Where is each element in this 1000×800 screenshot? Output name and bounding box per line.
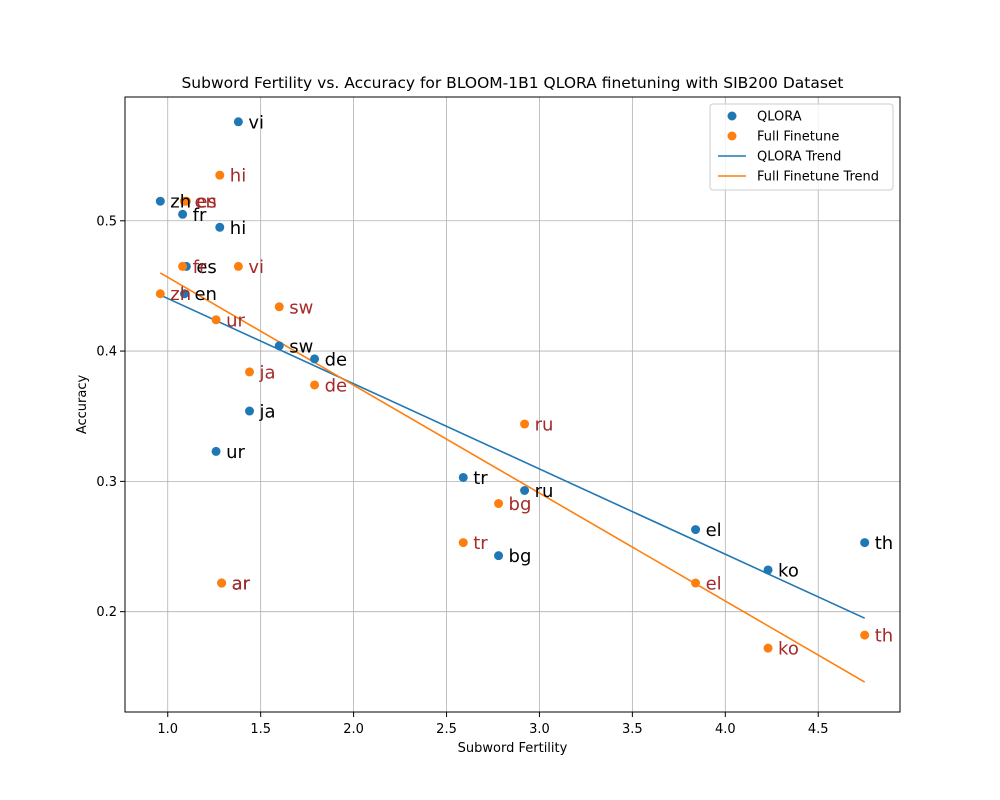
- x-tick-label: 1.5: [250, 722, 271, 737]
- point-label-1: bg: [509, 494, 532, 515]
- x-axis-title: Subword Fertility: [458, 741, 568, 756]
- data-point-0: [860, 538, 870, 548]
- point-label-1: sw: [289, 297, 313, 318]
- legend: QLORA Full Finetune QLORA Trend Full Finetu…: [709, 103, 894, 191]
- data-point-0: [310, 354, 320, 364]
- data-point-1: [155, 289, 165, 299]
- point-label-1: ar: [232, 574, 251, 595]
- data-point-1: [691, 578, 701, 588]
- point-label-1: de: [325, 375, 348, 396]
- data-point-1: [310, 380, 320, 390]
- legend-label-2: QLORA Trend: [757, 150, 841, 165]
- x-tick-label: 4.0: [715, 722, 736, 737]
- y-tick-label: 0.3: [96, 475, 117, 490]
- data-point-0: [691, 525, 701, 535]
- legend-marker-0: [727, 111, 737, 121]
- data-point-1: [233, 261, 243, 271]
- point-label-0: sw: [289, 336, 313, 357]
- chart-title: Subword Fertility vs. Accuracy for BLOOM…: [181, 74, 843, 92]
- data-point-1: [245, 367, 255, 377]
- data-point-0: [179, 289, 189, 299]
- data-point-1: [458, 538, 468, 548]
- point-label-0: vi: [248, 112, 264, 133]
- legend-label-3: Full Finetune Trend: [757, 170, 879, 185]
- x-tick-label: 3.0: [529, 722, 550, 737]
- point-label-1: fr: [193, 257, 207, 278]
- point-labels: vizhfrhiesenswdejaurtrrubgelkotharhienes…: [170, 112, 893, 659]
- data-point-0: [178, 209, 188, 219]
- data-point-0: [458, 472, 468, 482]
- plot-frame: [124, 96, 901, 713]
- x-tick-label: 2.0: [343, 722, 364, 737]
- point-label-0: hi: [230, 218, 246, 239]
- point-label-1: ja: [259, 362, 276, 383]
- data-point-0: [245, 406, 255, 416]
- data-point-0: [215, 222, 225, 232]
- data-point-0: [274, 341, 284, 351]
- point-label-0: zh: [170, 192, 191, 213]
- data-point-0: [494, 551, 504, 561]
- point-label-0: el: [706, 520, 722, 541]
- data-point-1: [217, 578, 227, 588]
- point-label-0: ko: [778, 560, 799, 581]
- y-tick-label: 0.2: [96, 605, 117, 620]
- data-point-0: [763, 565, 773, 575]
- point-label-0: es: [196, 257, 216, 278]
- legend-box: [709, 103, 894, 191]
- point-label-0: th: [875, 533, 893, 554]
- point-label-0: de: [325, 349, 348, 370]
- y-tick-label: 0.4: [96, 345, 117, 360]
- point-label-1: ru: [535, 415, 554, 436]
- point-label-0: fr: [193, 205, 207, 226]
- y-axis-title: Accuracy: [75, 375, 90, 435]
- point-label-0: en: [194, 284, 216, 305]
- trend-line-1: [159, 272, 866, 683]
- x-tick-label: 3.5: [622, 722, 643, 737]
- point-label-1: ko: [778, 639, 799, 660]
- data-point-1: [211, 315, 221, 325]
- point-label-1: zh: [170, 284, 191, 305]
- y-tick-label: 0.5: [96, 214, 117, 229]
- axis-ticks: 1.0 1.5 2.0 2.5 3.0 3.5 4.0 4.5 0.2 0.3 0.4 0.5: [96, 214, 828, 737]
- data-point-1: [520, 419, 530, 429]
- point-label-0: ja: [259, 402, 276, 423]
- point-label-1: hi: [230, 166, 246, 187]
- point-label-1: tr: [473, 533, 488, 554]
- x-tick-label: 4.5: [808, 722, 829, 737]
- point-label-1: ur: [226, 310, 245, 331]
- data-point-1: [860, 630, 870, 640]
- data-point-0: [520, 485, 530, 495]
- data-point-0: [233, 117, 243, 127]
- legend-label-0: QLORA: [757, 110, 802, 125]
- point-label-0: tr: [473, 468, 488, 489]
- point-label-1: en: [194, 192, 216, 213]
- data-point-1: [763, 643, 773, 653]
- data-point-1: [178, 261, 188, 271]
- data-point-1: [494, 499, 504, 509]
- data-point-0: [155, 196, 165, 206]
- point-label-0: bg: [509, 546, 532, 567]
- data-point-1: [181, 196, 191, 206]
- data-points: [155, 117, 870, 653]
- data-point-1: [274, 302, 284, 312]
- point-label-0: ru: [535, 481, 554, 502]
- point-label-1: vi: [248, 257, 264, 278]
- grid: [125, 97, 900, 712]
- data-point-1: [215, 170, 225, 180]
- point-label-0: ur: [226, 442, 245, 463]
- point-label-1: el: [706, 574, 722, 595]
- legend-label-1: Full Finetune: [757, 130, 839, 145]
- x-tick-label: 2.5: [436, 722, 457, 737]
- point-label-0: ar: [232, 574, 251, 595]
- data-point-0: [211, 446, 221, 456]
- point-label-1: th: [875, 626, 893, 647]
- point-label-1: es: [196, 192, 216, 213]
- x-tick-label: 1.0: [157, 722, 178, 737]
- legend-marker-1: [727, 131, 737, 141]
